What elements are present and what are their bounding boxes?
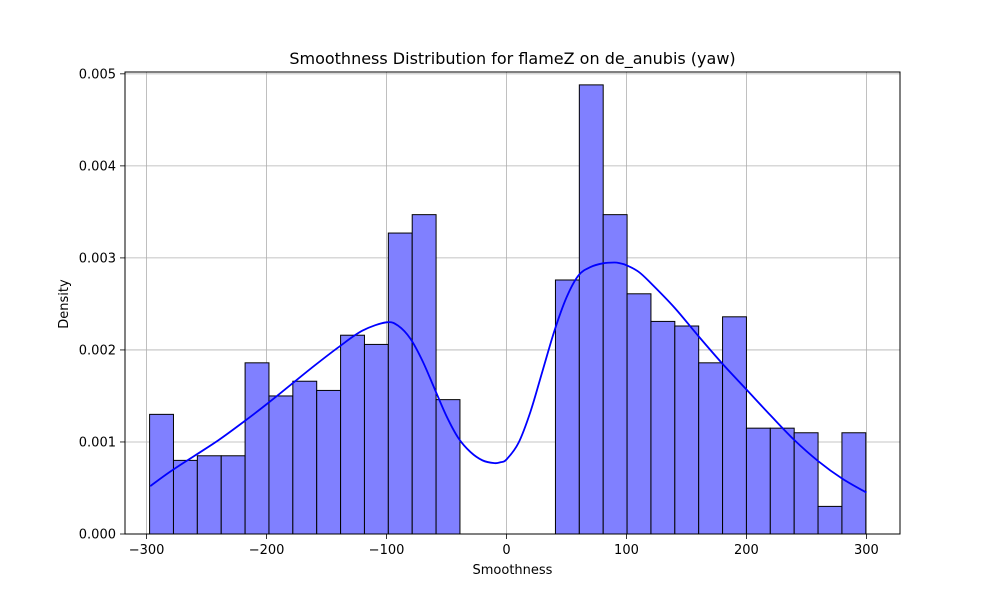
- histogram-bar: [292, 380, 318, 535]
- histogram-bar: [387, 232, 413, 535]
- bars-layer: [149, 84, 867, 535]
- y-tick-label: 0.002: [79, 343, 116, 358]
- histogram-bar: [841, 432, 867, 535]
- histogram-bar: [363, 343, 389, 535]
- histogram-bar: [722, 316, 747, 535]
- histogram-bar: [745, 427, 771, 535]
- y-tick-label: 0.003: [79, 251, 116, 266]
- histogram-bar: [578, 84, 604, 535]
- x-tick-label: 0: [502, 543, 510, 558]
- histogram-bar: [340, 334, 365, 535]
- histogram-bar: [769, 427, 795, 535]
- y-axis-label: Density: [57, 279, 72, 329]
- histogram-bar: [268, 395, 294, 535]
- y-axis: 0.000 0.001 0.002 0.003 0.004 0.005: [79, 67, 125, 543]
- x-tick-label: 200: [734, 543, 759, 558]
- histogram-bar: [698, 362, 724, 535]
- y-tick-label: 0.000: [79, 528, 116, 543]
- histogram-bar: [817, 505, 843, 535]
- plot-frame: [124, 71, 901, 535]
- histogram-bar: [411, 214, 437, 535]
- histogram-bar: [626, 293, 652, 535]
- histogram-bar: [149, 413, 174, 535]
- y-tick-label: 0.001: [79, 435, 116, 450]
- x-axis-label: Smoothness: [473, 563, 553, 578]
- y-tick-label: 0.005: [79, 67, 116, 82]
- histogram-bar: [244, 362, 270, 535]
- histogram-bar: [172, 459, 198, 535]
- kde-curve: [149, 261, 867, 494]
- x-tick-label: −200: [249, 543, 285, 558]
- histogram-bar: [793, 432, 819, 535]
- x-axis: −300 −200 −100 0 100 200 300: [129, 534, 879, 558]
- histogram-bar: [650, 320, 676, 535]
- chart-title: Smoothness Distribution for flameZ on de…: [289, 49, 735, 69]
- x-tick-label: 300: [854, 543, 879, 558]
- x-tick-label: −300: [129, 543, 165, 558]
- histogram-bar: [316, 389, 342, 535]
- x-tick-label: −100: [369, 543, 405, 558]
- x-tick-label: 100: [614, 543, 639, 558]
- kde-layer: [149, 261, 867, 494]
- y-tick-label: 0.004: [79, 159, 116, 174]
- histogram-bar: [220, 455, 246, 535]
- histogram-bar: [196, 455, 222, 535]
- histogram-bar: [674, 325, 700, 535]
